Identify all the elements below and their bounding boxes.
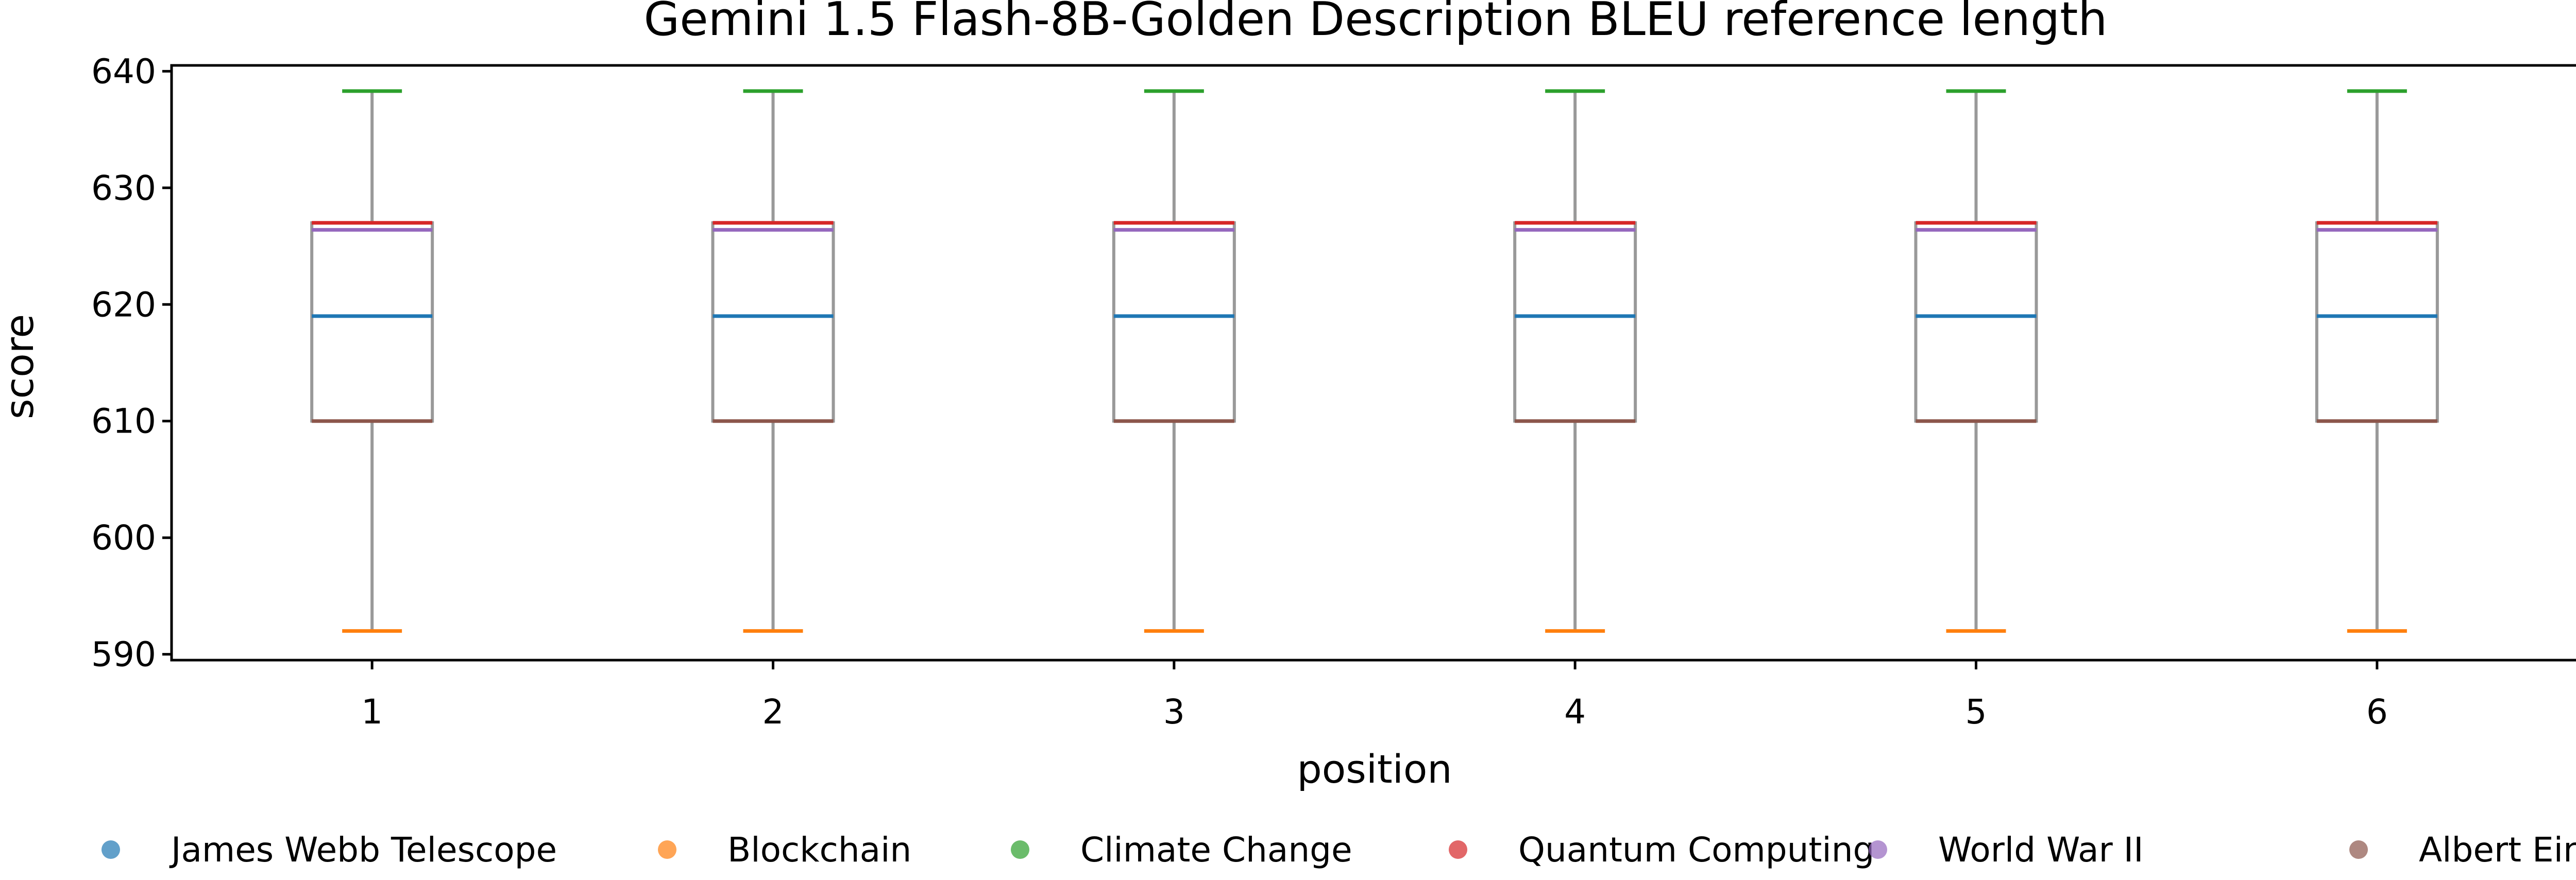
- x-tick-label: 1: [361, 692, 383, 732]
- box-body: [1112, 221, 1236, 423]
- x-tick-label: 2: [762, 692, 784, 732]
- y-tick-label: 610: [91, 402, 156, 441]
- box-group-6: [2315, 89, 2439, 633]
- y-axis: 590 600 610 620 630 640: [91, 51, 172, 675]
- box-body: [1513, 221, 1637, 423]
- legend-label: James Webb Telescope: [169, 830, 557, 870]
- plot-area: [310, 89, 2439, 633]
- legend-label: Climate Change: [1080, 830, 1352, 870]
- y-tick-label: 620: [91, 285, 156, 324]
- legend-item: Blockchain: [658, 830, 911, 870]
- x-tick-label: 3: [1163, 692, 1185, 732]
- x-tick-label: 6: [2366, 692, 2388, 732]
- box-body: [711, 221, 835, 423]
- legend-item: Albert Einstein: [2349, 830, 2576, 870]
- legend-label: World War II: [1938, 830, 2144, 870]
- legend: James Webb Telescope Blockchain Climate Ch…: [101, 830, 2576, 870]
- legend-label: Blockchain: [727, 830, 911, 870]
- legend-marker: [1869, 840, 1887, 859]
- legend-label: Quantum Computing: [1518, 830, 1874, 870]
- legend-item: World War II: [1869, 830, 2144, 870]
- box-body: [310, 221, 434, 423]
- legend-marker: [1449, 840, 1467, 859]
- legend-marker: [1011, 840, 1029, 859]
- box-group-4: [1513, 89, 1637, 633]
- box-body: [2315, 221, 2439, 423]
- box-group-1: [310, 89, 434, 633]
- plot-frame: [170, 64, 2576, 662]
- y-axis-label: score: [0, 314, 42, 419]
- y-tick-label: 630: [91, 168, 156, 208]
- legend-marker: [2349, 840, 2368, 859]
- legend-item: Quantum Computing: [1449, 830, 1874, 870]
- chart-title: Gemini 1.5 Flash-8B-Golden Description B…: [644, 0, 2108, 46]
- box-group-3: [1112, 89, 1236, 633]
- box-group-5: [1914, 89, 2038, 633]
- box-body: [1914, 221, 2038, 423]
- y-tick-label: 600: [91, 518, 156, 558]
- legend-label: Albert Einstein: [2419, 830, 2576, 870]
- x-tick-label: 5: [1965, 692, 1987, 732]
- y-tick-label: 640: [91, 51, 156, 91]
- legend-marker: [101, 840, 120, 859]
- legend-item: James Webb Telescope: [101, 830, 557, 870]
- box-group-2: [711, 89, 835, 633]
- x-axis: 1 2 3 4 5 6: [361, 660, 2388, 732]
- x-axis-label: position: [1297, 746, 1452, 792]
- legend-marker: [658, 840, 676, 859]
- y-tick-label: 590: [91, 635, 156, 675]
- legend-item: Climate Change: [1011, 830, 1352, 870]
- x-tick-label: 4: [1564, 692, 1586, 732]
